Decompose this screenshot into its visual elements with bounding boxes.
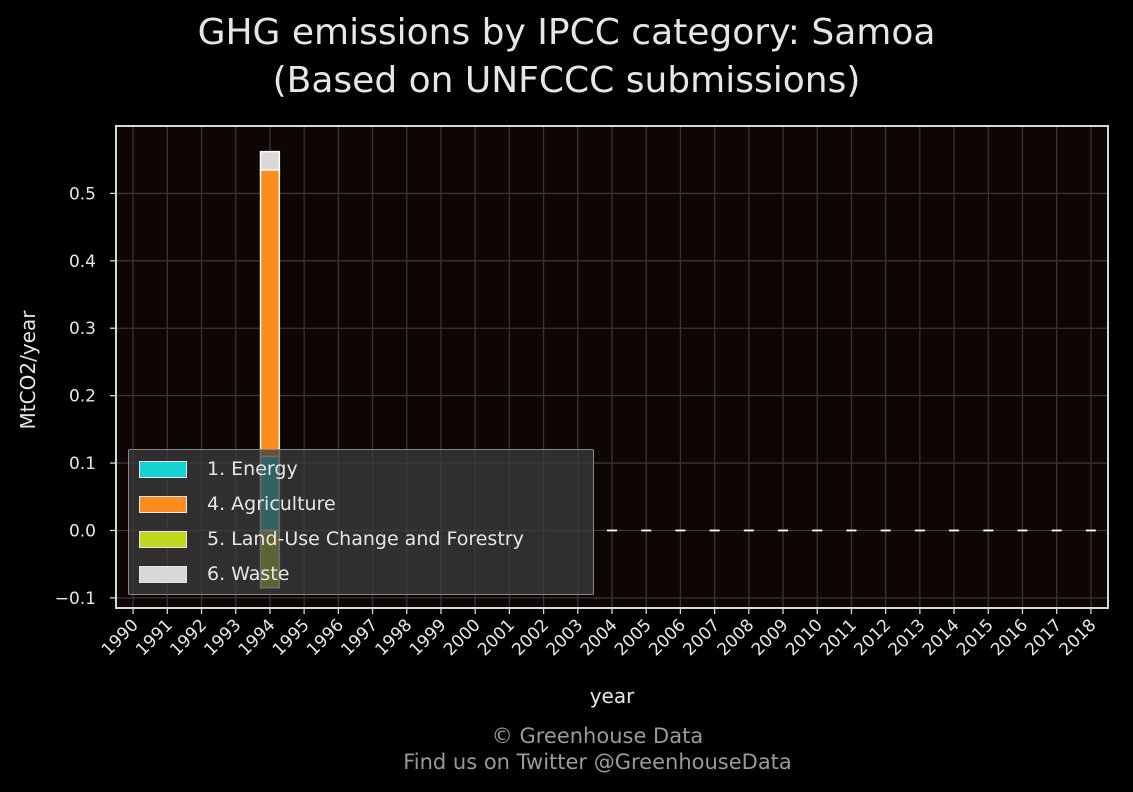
y-tick-label-0.1: 0.1 — [69, 454, 96, 474]
x-tick-label-2010: 2010 — [782, 615, 827, 660]
x-tick-label-2012: 2012 — [850, 615, 895, 660]
x-tick-label-2002: 2002 — [508, 615, 553, 660]
legend-swatch-energy — [139, 460, 187, 478]
x-tick-label-1991: 1991 — [132, 615, 177, 660]
legend-item-lucf: 5. Land-Use Change and Forestry — [139, 527, 524, 551]
legend-item-agriculture: 4. Agriculture — [139, 492, 336, 516]
legend-swatch-lucf — [139, 530, 187, 548]
x-tick-labels: 1990199119921993199419951996199719981999… — [98, 608, 1101, 660]
x-tick-label-2016: 2016 — [987, 615, 1032, 660]
y-axis-label: MtCO2/year — [16, 310, 40, 430]
x-tick-label-2008: 2008 — [714, 615, 759, 660]
x-tick-label-2009: 2009 — [748, 615, 793, 660]
x-axis-label: year — [589, 684, 635, 708]
x-tick-label-1997: 1997 — [337, 615, 382, 660]
x-tick-label-2014: 2014 — [919, 615, 964, 660]
x-tick-label-1994: 1994 — [235, 615, 280, 660]
legend-swatch-waste — [139, 565, 187, 583]
x-tick-label-2001: 2001 — [474, 615, 519, 660]
legend: 1. Energy 4. Agriculture 5. Land-Use Cha… — [128, 449, 594, 595]
legend-label-waste: 6. Waste — [207, 563, 290, 585]
x-tick-label-2013: 2013 — [885, 615, 930, 660]
x-tick-label-1990: 1990 — [98, 615, 143, 660]
x-tick-label-2017: 2017 — [1021, 615, 1066, 660]
x-tick-label-1995: 1995 — [269, 615, 314, 660]
y-tick-label-0.3: 0.3 — [69, 319, 96, 339]
x-tick-label-2011: 2011 — [816, 615, 861, 660]
y-tick-label--0.1: −0.1 — [55, 589, 96, 609]
legend-label-lucf: 5. Land-Use Change and Forestry — [207, 528, 524, 550]
legend-label-agriculture: 4. Agriculture — [207, 493, 336, 515]
x-tick-label-2015: 2015 — [953, 615, 998, 660]
x-tick-label-1998: 1998 — [372, 615, 417, 660]
chart-title-line2: (Based on UNFCCC submissions) — [272, 60, 861, 101]
bar-1994-series-1 — [259, 169, 281, 458]
legend-item-energy: 1. Energy — [139, 457, 298, 481]
x-tick-label-2003: 2003 — [543, 615, 588, 660]
legend-label-energy: 1. Energy — [207, 458, 298, 480]
x-tick-label-2004: 2004 — [577, 615, 622, 660]
y-tick-label-0.2: 0.2 — [69, 387, 96, 407]
footer-twitter: Find us on Twitter @GreenhouseData — [403, 750, 792, 774]
x-tick-label-2006: 2006 — [645, 615, 690, 660]
x-tick-label-1999: 1999 — [406, 615, 451, 660]
x-tick-label-2005: 2005 — [611, 615, 656, 660]
y-tick-labels: −0.1 0.0 0.1 0.2 0.3 0.4 0.5 — [55, 184, 116, 609]
y-tick-label-0.5: 0.5 — [69, 184, 96, 204]
legend-item-waste: 6. Waste — [139, 562, 289, 586]
y-tick-label-0.4: 0.4 — [69, 252, 96, 272]
x-tick-label-2000: 2000 — [440, 615, 485, 660]
footer-copyright: © Greenhouse Data — [491, 724, 704, 748]
x-tick-label-1996: 1996 — [303, 615, 348, 660]
bar-1994-series-3 — [259, 150, 281, 171]
x-tick-label-2018: 2018 — [1056, 615, 1101, 660]
chart-title-line1: GHG emissions by IPCC category: Samoa — [197, 12, 936, 53]
x-tick-label-2007: 2007 — [679, 615, 724, 660]
x-tick-label-1992: 1992 — [166, 615, 211, 660]
legend-swatch-agriculture — [139, 495, 187, 513]
x-tick-label-1993: 1993 — [201, 615, 246, 660]
y-tick-label-0: 0.0 — [69, 521, 96, 541]
